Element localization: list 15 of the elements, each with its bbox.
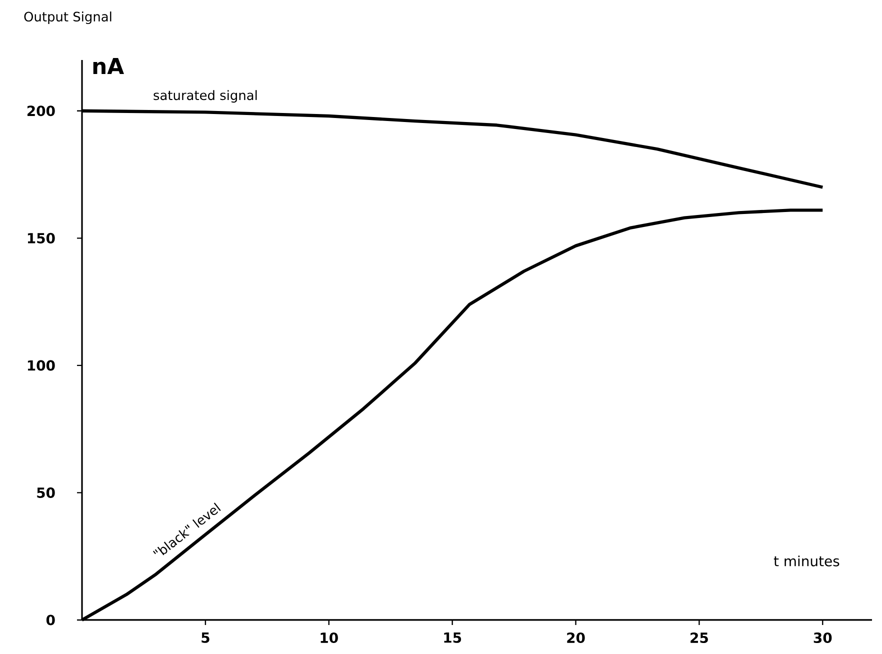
x-tick-label: 15 bbox=[444, 632, 462, 643]
x-axis-title: t minutes bbox=[774, 556, 840, 566]
y-tick-label: 0 bbox=[46, 614, 55, 626]
x-tick-label: 25 bbox=[690, 632, 708, 644]
chart-title: Output Signal bbox=[24, 12, 112, 24]
y-axis-title: nA bbox=[93, 58, 124, 74]
x-tick-label: 20 bbox=[567, 632, 585, 644]
x-tick-label: 5 bbox=[202, 632, 210, 643]
y-tick-label: 100 bbox=[28, 360, 55, 371]
y-tick-label: 200 bbox=[27, 106, 55, 116]
series-label: saturated signal bbox=[154, 90, 257, 103]
x-tick-label: 30 bbox=[814, 632, 832, 644]
y-tick-label: 50 bbox=[37, 487, 55, 498]
y-tick-label: 150 bbox=[28, 232, 55, 244]
x-tick-label: 10 bbox=[320, 632, 338, 644]
